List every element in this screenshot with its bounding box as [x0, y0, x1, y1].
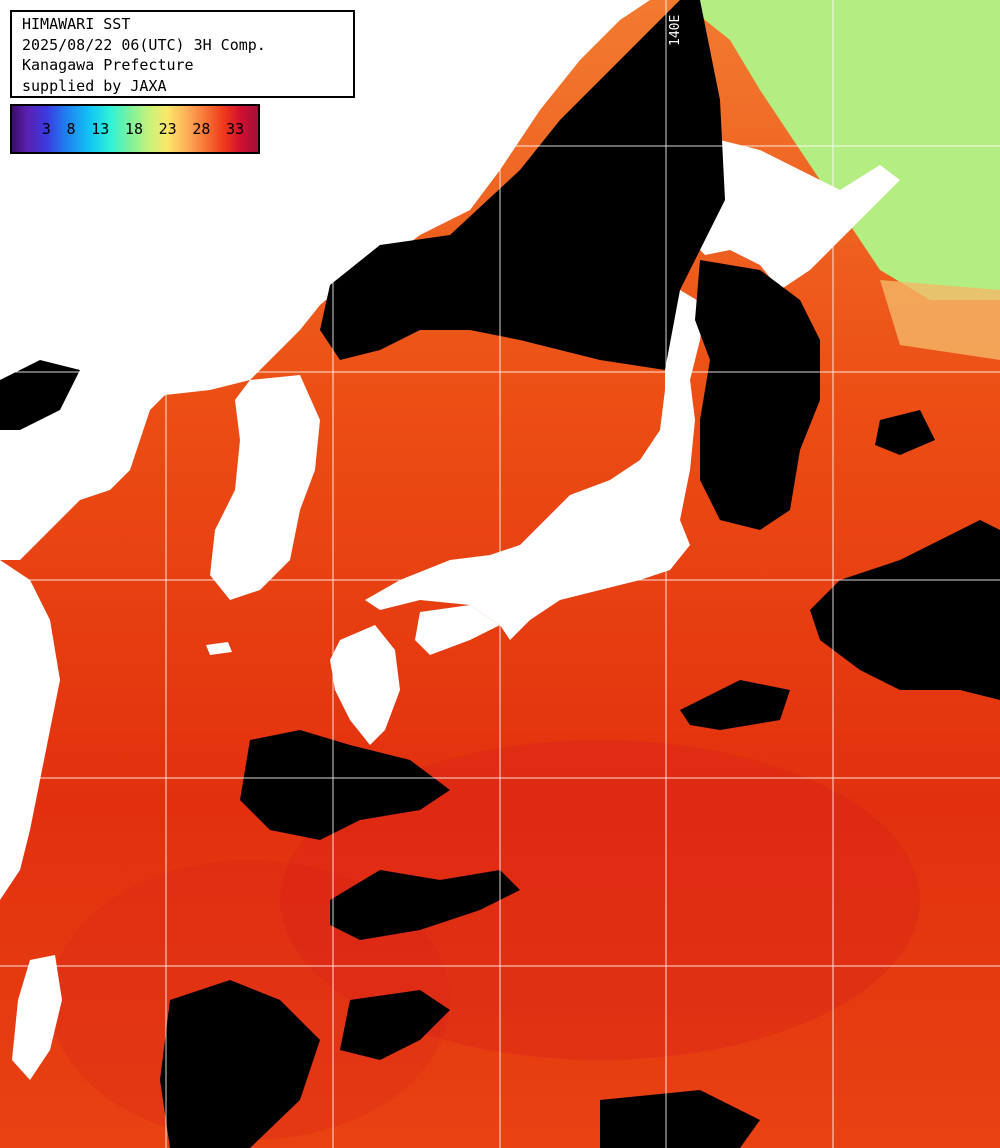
colorbar-tick: 18 — [124, 120, 143, 138]
cloud-south-2 — [160, 980, 320, 1148]
colorbar-tick: 23 — [158, 120, 177, 138]
kyushu — [330, 625, 400, 745]
cool-sea-ne-yellow — [880, 280, 1000, 360]
shikoku — [415, 605, 500, 655]
jeju-island — [206, 642, 232, 655]
hokkaido — [690, 140, 900, 290]
colorbar-tick: 28 — [192, 120, 211, 138]
lat-label-30n: 30N — [14, 760, 38, 775]
timestamp: 2025/08/22 06(UTC) 3H Comp. — [22, 35, 266, 54]
honshu — [365, 290, 705, 640]
cloud-south-3 — [340, 990, 450, 1060]
cloud-south-1 — [330, 870, 520, 940]
colorbar-tick: 8 — [66, 120, 76, 138]
cloud-pacific-east — [810, 520, 1000, 700]
prefecture-label: Kanagawa Prefecture — [22, 56, 194, 74]
cloud-sanriku — [695, 260, 820, 530]
colorbar-tick: 3 — [41, 120, 51, 138]
supplier-label: supplied by JAXA — [22, 76, 167, 95]
cloud-pacific-mid — [680, 680, 790, 730]
cloud-east-1 — [875, 410, 935, 455]
temperature-colorbar: 3 8 13 18 23 28 33 — [10, 104, 260, 154]
warm-sea-patch — [280, 740, 920, 1060]
product-title: HIMAWARI SST — [22, 15, 131, 33]
cloud-southeast-1 — [600, 1090, 760, 1148]
cloud-northwest — [0, 360, 80, 430]
china-coast — [0, 560, 60, 900]
colorbar-tick: 33 — [226, 120, 245, 138]
title-box: HIMAWARI SST 2025/08/22 06(UTC) 3H Comp.… — [10, 10, 355, 98]
cloud-kyushu-south — [240, 730, 450, 840]
colorbar-tick: 13 — [91, 120, 110, 138]
cloud-sea-of-japan — [320, 0, 725, 370]
korean-peninsula — [210, 375, 320, 600]
taiwan — [12, 955, 62, 1080]
lon-label-140e: 140E — [668, 14, 683, 46]
cool-sea-ne — [680, 0, 1000, 300]
lat-label-40n: 40N — [8, 352, 32, 367]
